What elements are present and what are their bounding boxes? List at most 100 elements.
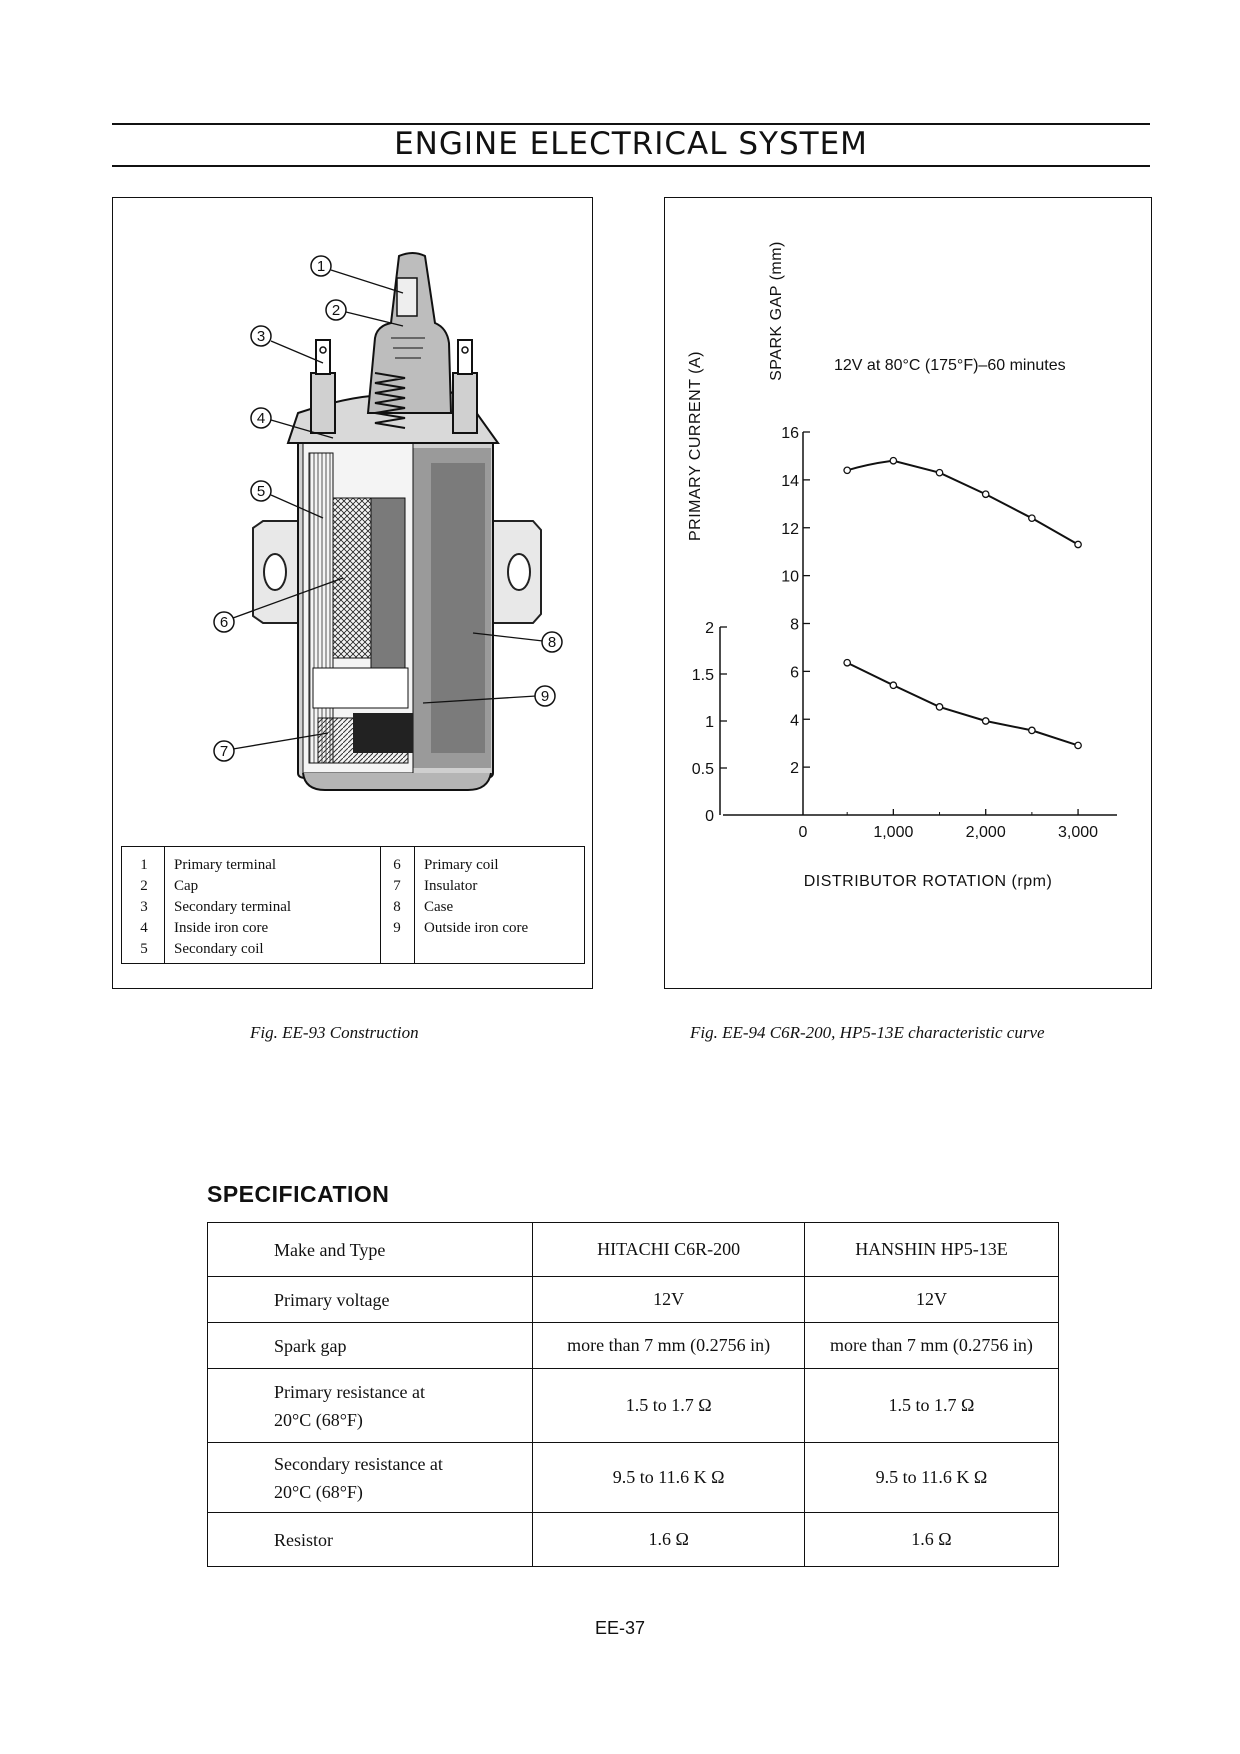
legend-number: 7 <box>393 878 401 894</box>
spec-hanshin-value: 12V <box>803 1276 1060 1323</box>
spec-label: Spark gap <box>206 1322 534 1369</box>
svg-text:5: 5 <box>257 483 265 500</box>
spec-row: Secondary resistance at 20°C (68°F) 9.5 t… <box>206 1442 1060 1513</box>
spec-hanshin-value: HANSHIN HP5-13E <box>803 1222 1060 1277</box>
callout-9: 9 <box>534 685 556 707</box>
primary-current-data-point <box>1028 726 1036 735</box>
callout-1: 1 <box>310 255 332 277</box>
spec-hitachi-value: 1.6 Ω <box>532 1512 805 1567</box>
spec-hitachi-value: 12V <box>532 1276 805 1323</box>
primary-current-data-point <box>889 681 898 690</box>
spark-gap-tick-label: 10 <box>781 569 799 586</box>
callout-3: 3 <box>250 325 272 347</box>
primary-current-data-point <box>935 703 944 711</box>
page-number: EE-37 <box>594 1618 646 1638</box>
spec-row: Spark gap more than 7 mm (0.2756 in) more … <box>206 1322 1060 1369</box>
legend-number: 4 <box>140 920 148 936</box>
spec-row: Primary voltage 12V 12V <box>206 1276 1060 1323</box>
legend-number: 8 <box>393 899 401 915</box>
spec-hitachi-value: HITACHI C6R-200 <box>532 1222 805 1277</box>
spec-hanshin-value: 1.5 to 1.7 Ω <box>803 1368 1060 1443</box>
primary-current-tick-label: 0.5 <box>692 761 714 778</box>
legend-number: 9 <box>393 920 401 936</box>
legend-number: 2 <box>140 878 148 894</box>
legend-label: Primary terminal <box>174 857 277 873</box>
callout-5: 5 <box>250 480 272 502</box>
spark-gap-tick-label: 6 <box>790 664 799 681</box>
spark-gap-series-line <box>846 459 1079 546</box>
spec-hanshin-value: 9.5 to 11.6 K Ω <box>803 1442 1060 1513</box>
construction-caption: Fig. EE-93 Construction <box>250 1023 419 1042</box>
primary-current-tick-label: 1 <box>705 714 714 731</box>
x-tick-label: 3,000 <box>1058 824 1098 841</box>
svg-text:8: 8 <box>548 634 556 651</box>
svg-text:3: 3 <box>257 328 265 345</box>
primary-current-series-line <box>846 661 1079 747</box>
spark-gap-data-point <box>843 466 852 475</box>
svg-text:2: 2 <box>332 302 340 319</box>
spark-gap-tick-label: 8 <box>790 617 799 634</box>
spark-gap-data-point <box>981 490 990 499</box>
svg-text:9: 9 <box>541 688 549 705</box>
primary-current-data-point <box>1074 741 1082 750</box>
spec-row: Make and Type HITACHI C6R-200 HANSHIN HP5-… <box>206 1222 1060 1277</box>
spec-hanshin-value: 1.6 Ω <box>803 1512 1060 1567</box>
spec-label: Primary resistance at 20°C (68°F) <box>206 1368 534 1443</box>
callout-8: 8 <box>541 631 563 653</box>
legend-label: Outside iron core <box>424 920 529 936</box>
svg-text:7: 7 <box>220 743 228 760</box>
secondary-tower <box>366 252 453 414</box>
spark-gap-data-point <box>1028 514 1036 523</box>
construction-figure: 1 2 3 4 5 6 7 8 9 1 Primary terminal 2 Cap 3… <box>112 197 593 989</box>
spec-hitachi-value: 9.5 to 11.6 K Ω <box>532 1442 805 1513</box>
page-title: ENGINE ELECTRICAL SYSTEM <box>394 126 868 162</box>
spark-gap-axis-label: SPARK GAP (mm) <box>768 241 785 381</box>
legend-label: Secondary terminal <box>174 899 292 915</box>
spec-hitachi-value: 1.5 to 1.7 Ω <box>532 1368 805 1443</box>
spark-gap-tick-label: 16 <box>781 425 799 442</box>
callout-4: 4 <box>250 407 272 429</box>
primary-current-data-point <box>843 658 852 667</box>
legend-label: Inside iron core <box>174 920 269 936</box>
x-tick-label: 0 <box>799 824 808 841</box>
legend-number: 5 <box>140 941 148 957</box>
spec-label: Primary voltage <box>206 1276 534 1323</box>
chart-annotation: 12V at 80°C (175°F)–60 minutes <box>834 357 1066 374</box>
parts-legend: 1 Primary terminal 2 Cap 3 Secondary terminal… <box>121 846 585 964</box>
primary-current-axis-label: PRIMARY CURRENT (A) <box>687 351 704 541</box>
spark-gap-tick-label: 14 <box>781 473 799 490</box>
header-rule-top <box>112 123 1150 125</box>
spec-label: Resistor <box>206 1512 534 1567</box>
callout-7: 7 <box>213 740 235 762</box>
callout-6: 6 <box>213 611 235 633</box>
chart-caption: Fig. EE-94 C6R-200, HP5-13E characterist… <box>690 1023 1045 1042</box>
primary-current-tick-label: 0 <box>705 808 714 825</box>
spec-label: Secondary resistance at 20°C (68°F) <box>206 1442 534 1513</box>
x-tick-label: 2,000 <box>966 824 1006 841</box>
legend-label: Primary coil <box>424 857 499 873</box>
spec-hitachi-value: more than 7 mm (0.2756 in) <box>532 1322 805 1369</box>
spec-label: Make and Type <box>206 1222 534 1277</box>
ignition-coil-illustration: 1 2 3 4 5 6 7 8 9 <box>213 252 563 791</box>
legend-label: Insulator <box>424 878 478 894</box>
spark-gap-data-point <box>1074 540 1082 549</box>
x-axis-label: DISTRIBUTOR ROTATION (rpm) <box>804 873 1053 890</box>
legend-number: 1 <box>140 857 148 873</box>
primary-current-tick-label: 1.5 <box>692 667 714 684</box>
spec-row: Primary resistance at 20°C (68°F) 1.5 to … <box>206 1368 1060 1443</box>
characteristic-chart-figure: 0 1,000 2,000 3,000 DISTRIBUTOR ROTATION (rp… <box>664 197 1152 989</box>
x-tick-label: 1,000 <box>873 824 913 841</box>
spark-gap-tick-label: 12 <box>781 521 799 538</box>
spark-gap-data-point <box>935 468 944 477</box>
primary-current-tick-label: 2 <box>705 620 714 637</box>
svg-text:4: 4 <box>257 410 265 427</box>
legend-number: 6 <box>393 857 401 873</box>
legend-number: 3 <box>140 899 148 915</box>
spark-gap-data-point <box>889 456 898 465</box>
legend-label: Case <box>424 899 454 915</box>
spark-gap-tick-label: 4 <box>790 712 799 729</box>
spark-gap-tick-label: 2 <box>790 760 799 777</box>
svg-text:1: 1 <box>317 258 325 275</box>
specification-heading: SPECIFICATION <box>207 1181 390 1207</box>
specification-table: Make and Type HITACHI C6R-200 HANSHIN HP5-… <box>206 1222 1060 1567</box>
